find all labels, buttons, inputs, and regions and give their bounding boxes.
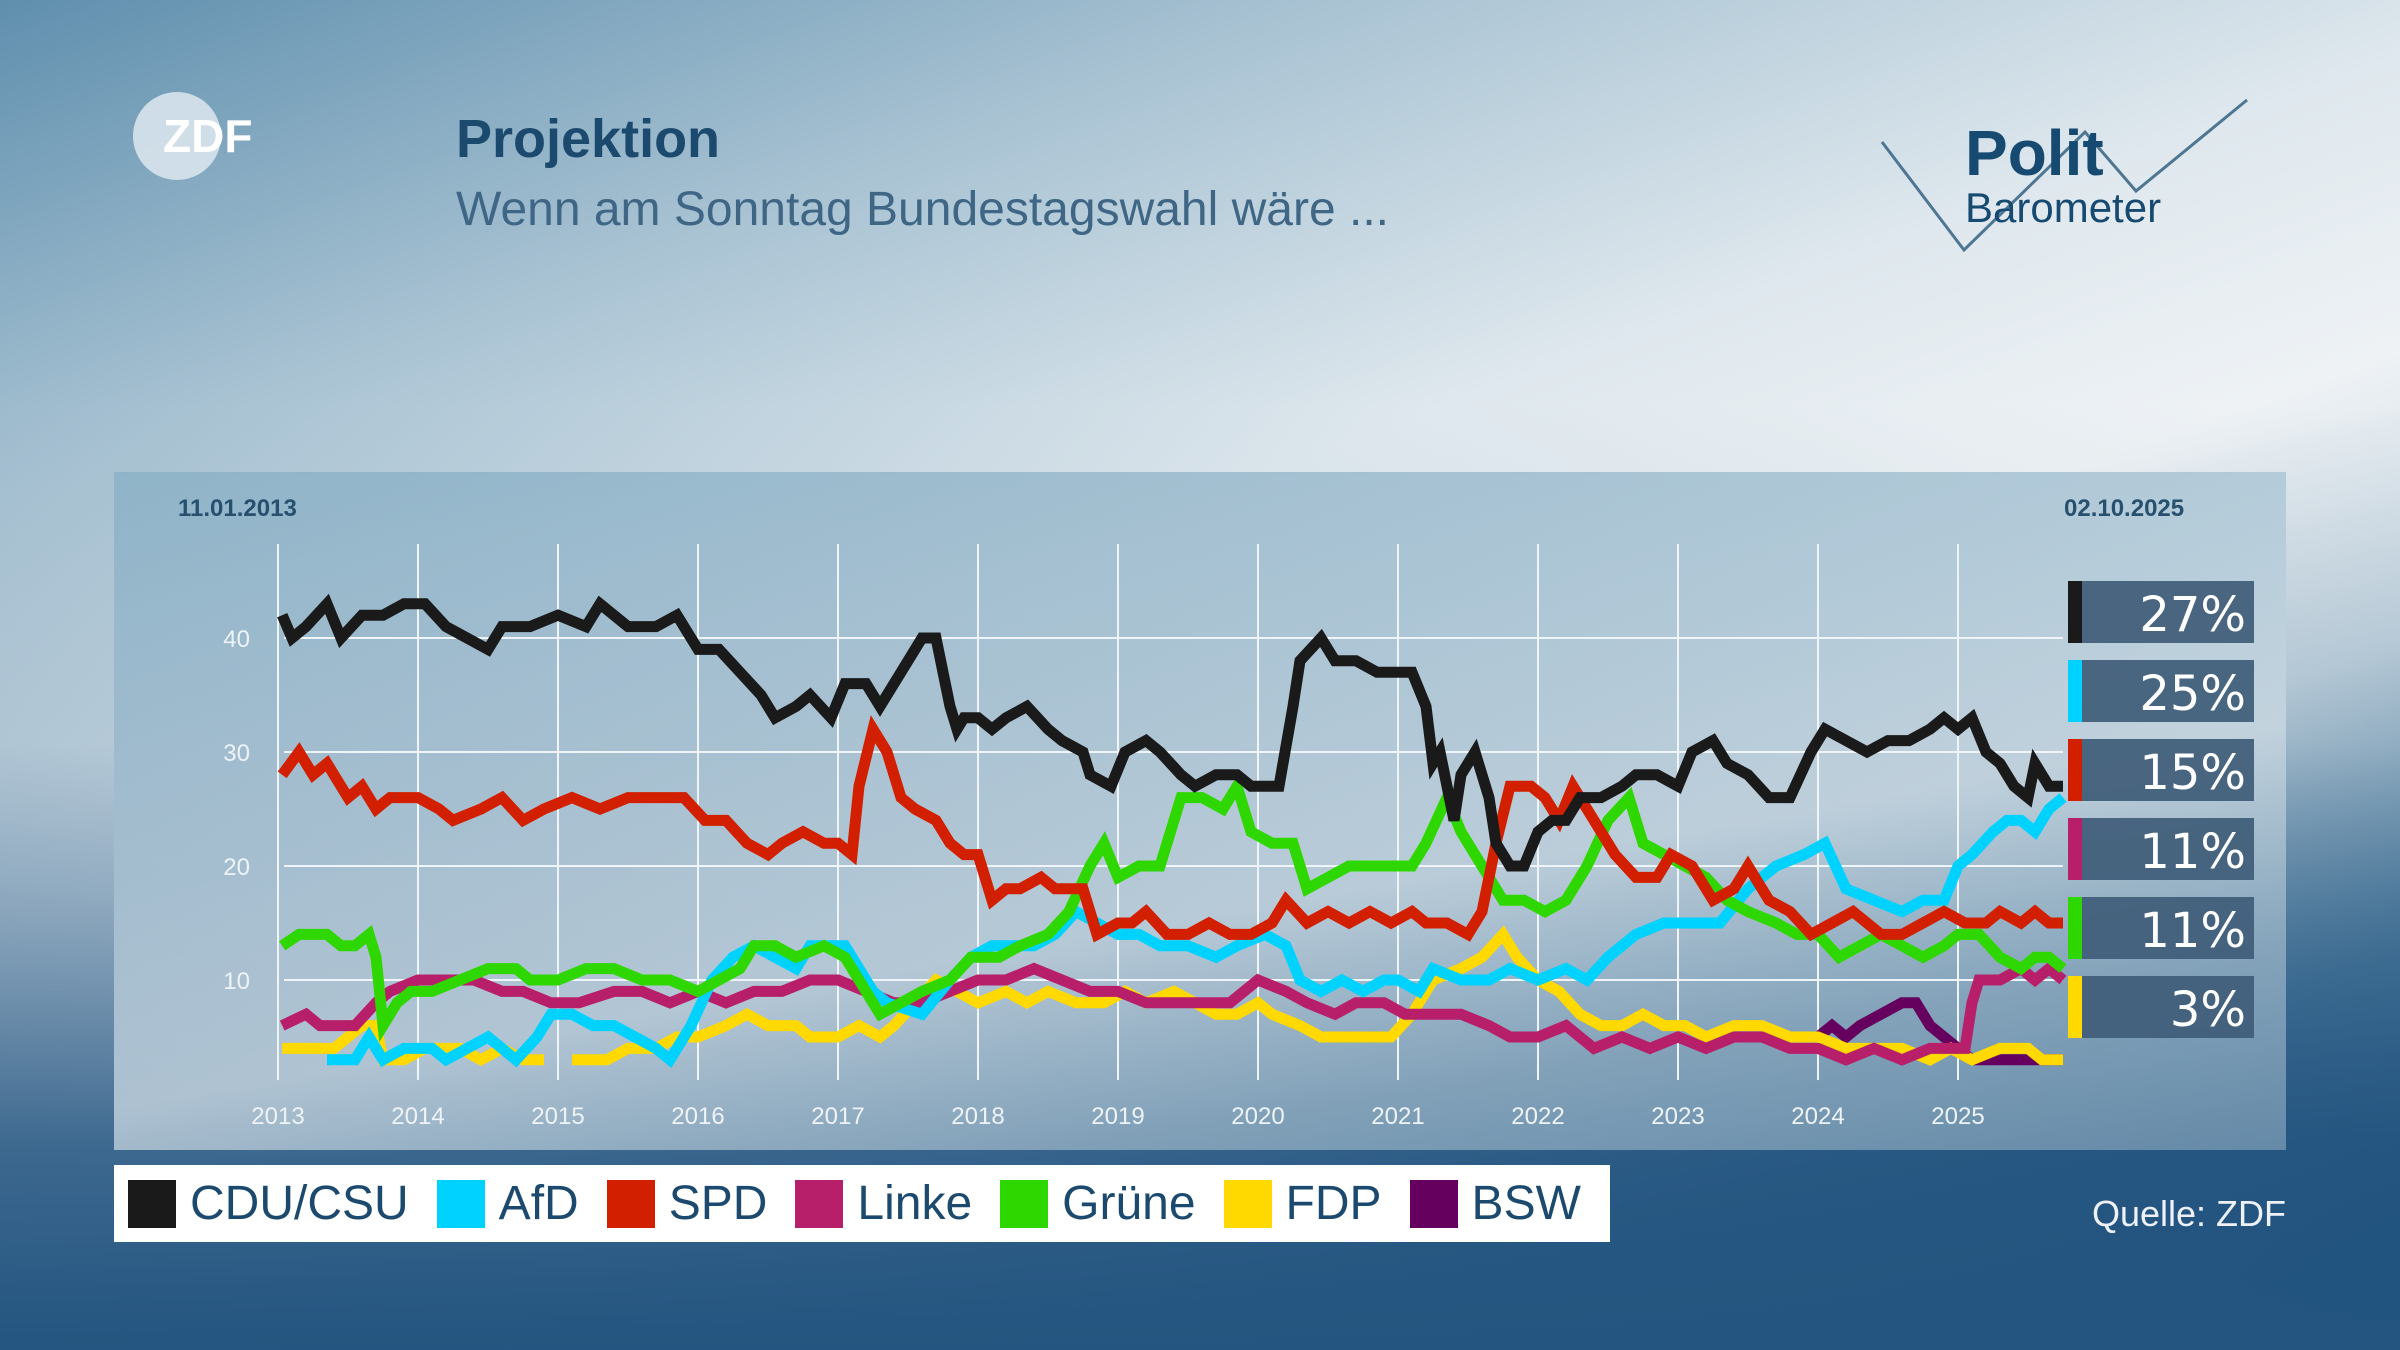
zdf-logo-circle <box>133 92 221 180</box>
value-box-bg <box>2068 660 2254 722</box>
value-box-bg <box>2068 897 2254 959</box>
value-box-bg <box>2068 818 2254 880</box>
legend-label: AfD <box>498 1177 579 1230</box>
series-lines <box>277 593 2067 1069</box>
value-box-fdp: 3% <box>2068 976 2254 1038</box>
x-tick-label: 2021 <box>1371 1103 1424 1130</box>
start-date-label: 11.01.2013 <box>178 495 297 522</box>
x-tick-label: 2025 <box>1931 1103 1984 1130</box>
legend-item-linke: Linke <box>795 1176 972 1231</box>
value-box-color-marker <box>2068 581 2082 643</box>
value-box-color-marker <box>2068 739 2082 801</box>
x-tick-label: 2013 <box>251 1103 304 1130</box>
legend-label: BSW <box>1471 1177 1581 1230</box>
x-tick-label: 2020 <box>1231 1103 1284 1130</box>
zdf-logo-text: ZDF <box>163 110 252 162</box>
value-box-label: 3% <box>2170 982 2246 1038</box>
y-tick-label: 40 <box>223 626 250 653</box>
y-tick-label: 30 <box>223 740 250 767</box>
series-line-grne <box>279 772 2067 1043</box>
politbarometer-logo-line2: Barometer <box>1965 184 2161 231</box>
legend-swatch <box>1223 1179 1272 1228</box>
value-box-spd: 15% <box>2068 739 2254 801</box>
value-box-bg <box>2068 739 2254 801</box>
x-tick-label: 2022 <box>1511 1103 1564 1130</box>
value-box-color-marker <box>2068 660 2082 722</box>
politbarometer-logo: Polit Barometer <box>1880 98 2248 253</box>
legend-item-fdp: FDP <box>1223 1176 1382 1231</box>
value-box-afd: 25% <box>2068 660 2254 722</box>
legend-label: SPD <box>668 1177 768 1230</box>
value-box-label: 11% <box>2139 903 2246 959</box>
legend-item-afd: AfD <box>436 1176 579 1231</box>
legend-item-spd: SPD <box>606 1176 768 1231</box>
legend-swatch <box>1409 1179 1458 1228</box>
legend-label: Linke <box>857 1177 973 1230</box>
series-line-fdp <box>572 925 2063 1066</box>
legend-item-grne: Grüne <box>1000 1176 1196 1231</box>
value-box-color-marker <box>2068 976 2082 1038</box>
x-tick-label: 2017 <box>811 1103 864 1130</box>
series-line-spd <box>277 715 2063 943</box>
legend-swatch <box>795 1179 844 1228</box>
zdf-logo: ZDF <box>133 92 252 180</box>
y-tick-label: 20 <box>223 854 250 881</box>
legend-item-cducsu: CDU/CSU <box>128 1176 409 1231</box>
series-line-cducsu <box>277 593 2063 872</box>
chart-panel: 2013 2014 2015 2016 2017 2018 2019 2020 2021 2022… <box>114 472 2286 1150</box>
x-tick-label: 2016 <box>671 1103 724 1130</box>
value-box-grne: 11% <box>2068 897 2254 959</box>
legend-swatch <box>1000 1179 1049 1228</box>
page-title: Projektion <box>456 109 721 169</box>
value-box-label: 25% <box>2139 666 2246 722</box>
value-box-cducsu: 27% <box>2068 581 2254 643</box>
line-chart: 2013 2014 2015 2016 2017 2018 2019 2020 2021 2022… <box>178 495 2254 1130</box>
source-label: Quelle: ZDF <box>2091 1193 2286 1234</box>
value-box-label: 11% <box>2139 824 2246 880</box>
x-tick-label: 2023 <box>1651 1103 1704 1130</box>
axes: 2013 2014 2015 2016 2017 2018 2019 2020 2021 2022… <box>223 626 1984 1130</box>
legend-swatch <box>436 1179 485 1228</box>
legend-item-bsw: BSW <box>1409 1176 1581 1231</box>
legend-label: FDP <box>1285 1177 1382 1230</box>
x-tick-label: 2024 <box>1791 1103 1844 1130</box>
legend-swatch <box>606 1179 655 1228</box>
value-box-bg <box>2068 976 2254 1038</box>
value-box-color-marker <box>2068 897 2082 959</box>
politbarometer-logo-line1: Polit <box>1965 117 2104 189</box>
legend-label: CDU/CSU <box>190 1177 409 1230</box>
value-box-label: 27% <box>2139 587 2246 643</box>
series-line-bsw <box>1814 997 2063 1066</box>
end-date-label: 02.10.2025 <box>2064 495 2184 522</box>
legend: CDU/CSU AfD SPD Linke Grüne FDP BSW <box>114 1165 1610 1242</box>
y-tick-label: 10 <box>223 968 250 995</box>
series-line-linke <box>279 961 2067 1066</box>
x-tick-label: 2019 <box>1091 1103 1144 1130</box>
value-box-color-marker <box>2068 818 2082 880</box>
value-box-linke: 11% <box>2068 818 2254 880</box>
series-line-afd <box>327 793 2067 1069</box>
x-tick-label: 2015 <box>531 1103 584 1130</box>
x-tick-label: 2014 <box>391 1103 444 1130</box>
value-box-label: 15% <box>2139 745 2246 801</box>
value-box-bg <box>2068 581 2254 643</box>
page-subtitle: Wenn am Sonntag Bundestagswahl wäre ... <box>456 183 1389 236</box>
latest-value-boxes: 27% 25% 15% 11% 11% 3% <box>2068 581 2254 1038</box>
politbarometer-zigzag-icon <box>1880 98 2248 253</box>
x-tick-label: 2018 <box>951 1103 1004 1130</box>
legend-swatch <box>128 1179 176 1228</box>
legend-label: Grüne <box>1062 1177 1196 1230</box>
